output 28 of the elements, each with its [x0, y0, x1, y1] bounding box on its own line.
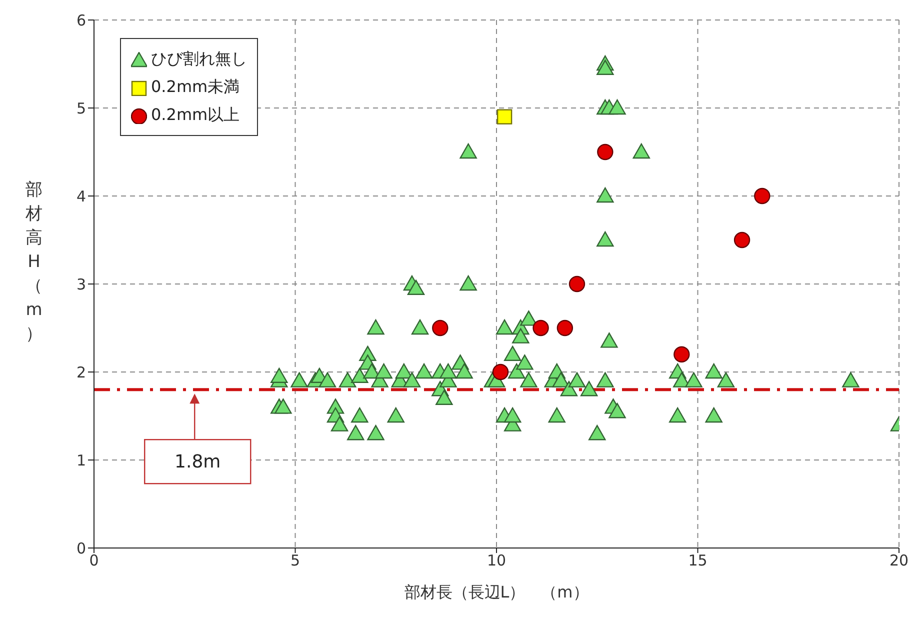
y-tick-label: 6: [76, 11, 86, 30]
point: [556, 320, 574, 336]
x-tick-label: 15: [688, 552, 708, 570]
y-tick-label: 1: [76, 451, 86, 470]
y-tick-label: 5: [76, 99, 86, 118]
point: [674, 346, 690, 362]
x-axis-title: 部材長（長辺L） （m）: [404, 582, 589, 602]
y-tick-label: 4: [76, 187, 86, 206]
legend-label: ひび割れ無し: [151, 49, 247, 68]
x-tick-label: 10: [486, 552, 506, 570]
y-axis-title: 部材高H（m）: [26, 179, 42, 346]
legend-label: 0.2mm未満: [151, 77, 240, 96]
point: [432, 320, 448, 336]
point: [496, 109, 512, 124]
y-tick-label: 3: [76, 275, 86, 294]
point: [532, 320, 549, 336]
legend-label: 0.2mm以上: [151, 105, 240, 124]
point: [754, 188, 770, 204]
point: [734, 232, 750, 248]
x-tick-label: 20: [889, 552, 909, 570]
y-tick-label: 2: [76, 363, 86, 382]
y-tick-label: 0: [76, 539, 86, 558]
point: [568, 276, 586, 292]
x-tick-label: 5: [290, 552, 300, 570]
point: [597, 144, 614, 160]
point: [492, 364, 509, 380]
annotation: 1.8m: [174, 452, 221, 473]
x-tick-label: 0: [89, 552, 99, 570]
